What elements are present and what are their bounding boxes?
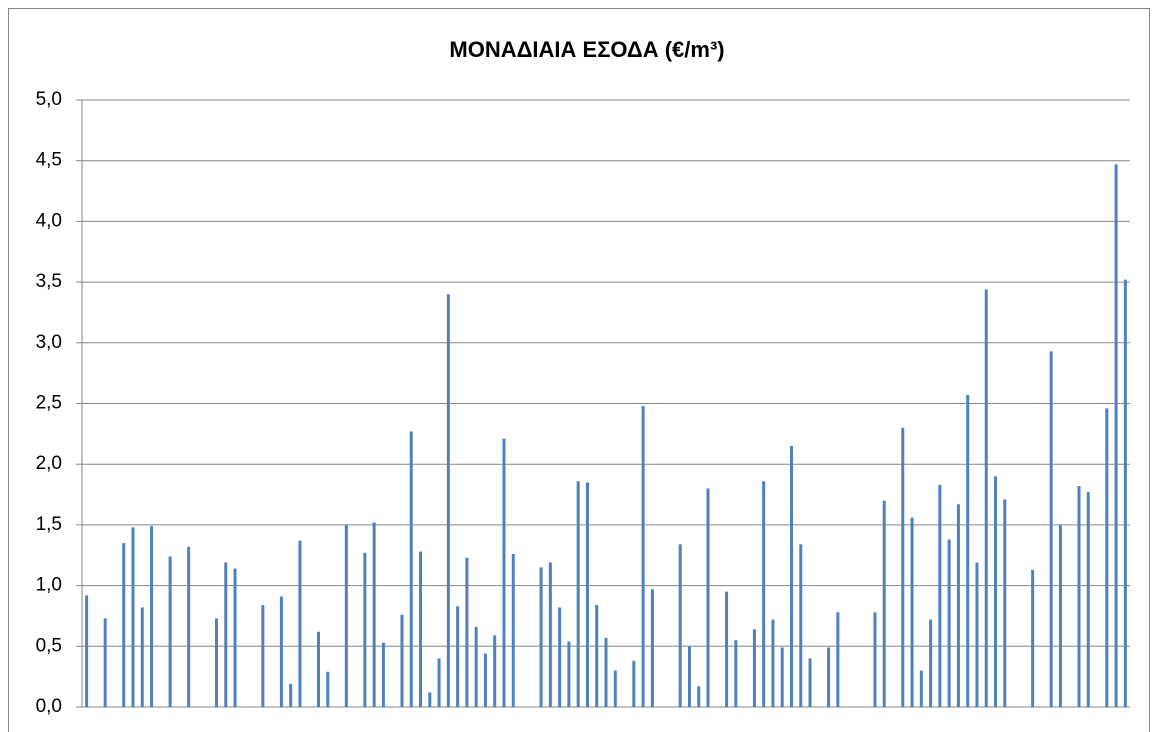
bar: [762, 481, 766, 707]
bar: [103, 618, 107, 707]
bar: [483, 653, 487, 707]
bar: [187, 546, 191, 707]
bar: [576, 481, 580, 707]
bar: [363, 552, 367, 707]
bar: [697, 686, 701, 707]
bar: [650, 589, 654, 707]
bar: [1049, 351, 1053, 707]
bar: [799, 544, 803, 707]
bar: [437, 658, 441, 707]
bar: [261, 605, 265, 707]
bar: [808, 658, 812, 707]
bar: [613, 670, 617, 707]
bar: [474, 626, 478, 707]
bar: [678, 544, 682, 707]
bar: [919, 670, 923, 707]
bar: [419, 551, 423, 707]
bar: [233, 568, 237, 707]
bar: [122, 543, 126, 707]
bar: [687, 646, 691, 707]
bar: [632, 660, 636, 707]
bar: [539, 567, 543, 707]
bar: [873, 612, 877, 707]
y-tick-label: 3,0: [36, 332, 62, 353]
bar: [984, 289, 988, 707]
bar: [511, 554, 515, 707]
bar: [604, 637, 608, 707]
bar: [929, 619, 933, 707]
bar: [1114, 164, 1118, 708]
bar: [882, 500, 886, 707]
y-tick-label: 4,0: [36, 210, 62, 231]
bar: [1058, 524, 1062, 707]
bar: [558, 607, 562, 707]
bar: [1123, 279, 1127, 707]
bar: [585, 482, 589, 707]
bar: [725, 591, 729, 707]
bar: [409, 431, 413, 707]
bar: [316, 631, 320, 707]
bar: [567, 641, 571, 707]
bar: [548, 562, 552, 707]
bar: [493, 635, 497, 707]
bar: [465, 557, 469, 707]
bar: [224, 562, 228, 707]
bar: [214, 618, 218, 707]
bar: [381, 642, 385, 707]
bar: [298, 540, 302, 707]
bar: [168, 556, 172, 707]
bar: [956, 504, 960, 707]
bar: [326, 671, 330, 707]
bar: [289, 683, 293, 707]
bar: [456, 606, 460, 707]
bar: [827, 647, 831, 707]
y-tick-label: 1,5: [36, 514, 62, 535]
bar: [910, 517, 914, 707]
bar: [975, 562, 979, 707]
bar: [789, 445, 793, 707]
y-tick-label: 0,5: [36, 635, 62, 656]
bar: [780, 647, 784, 707]
bar: [502, 438, 506, 707]
bar: [131, 527, 135, 707]
bar: [1003, 499, 1007, 707]
bar: [428, 692, 432, 707]
bar: [706, 488, 710, 707]
bar: [938, 484, 942, 707]
bar: [446, 294, 450, 707]
y-tick-label: 2,5: [36, 393, 62, 414]
y-tick-label: 3,5: [36, 271, 62, 292]
bar: [1031, 569, 1035, 707]
bar: [150, 526, 154, 707]
bar: [372, 522, 376, 707]
bar: [641, 405, 645, 707]
bar: [279, 596, 283, 707]
bar: [140, 607, 144, 707]
bar: [752, 629, 756, 707]
bar: [595, 605, 599, 707]
bar: [400, 614, 404, 707]
bar: [836, 612, 840, 707]
bar: [734, 640, 738, 707]
chart-title: ΜΟΝΑΔΙΑΙΑ ΕΣΟΔΑ (€/m³): [449, 37, 724, 62]
bar: [344, 524, 348, 707]
bar: [771, 619, 775, 707]
bar: [1086, 492, 1090, 707]
bar: [994, 476, 998, 707]
bar: [1077, 486, 1081, 707]
y-tick-label: 2,0: [36, 453, 62, 474]
bar: [85, 595, 89, 707]
y-tick-label: 0,0: [36, 696, 62, 717]
bar: [901, 427, 905, 707]
bar: [966, 395, 970, 707]
y-tick-label: 1,0: [36, 575, 62, 596]
y-tick-label: 4,5: [36, 150, 62, 171]
y-tick-label: 5,0: [36, 89, 62, 110]
bar: [1105, 408, 1109, 707]
bar: [947, 539, 951, 707]
